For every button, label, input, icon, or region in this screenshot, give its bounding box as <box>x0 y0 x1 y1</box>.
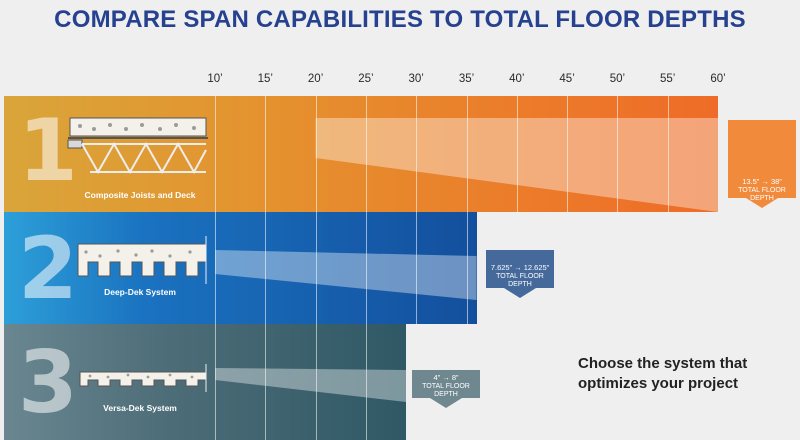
system-2-depth-range: 7.625” → 12.625” <box>490 263 550 272</box>
x-tick-label: 50’ <box>609 73 626 85</box>
system-2-depth-wedge <box>215 250 477 300</box>
x-tick-label: 45’ <box>559 73 575 85</box>
system-1-depth-callout: 13.5” → 38” TOTAL FLOOR DEPTH <box>728 177 796 203</box>
gridline <box>416 96 418 324</box>
gridline <box>466 96 468 324</box>
gridline <box>667 96 669 212</box>
system-1-number: 1 <box>18 101 78 201</box>
system-3-depth-label-1: TOTAL FLOOR <box>422 382 470 390</box>
x-tick-label: 60’ <box>710 73 726 85</box>
gridline <box>215 96 216 440</box>
system-3-depth-wedge <box>215 368 407 402</box>
gridline <box>516 96 518 212</box>
system-2-depth-callout: 7.625” → 12.625” TOTAL FLOOR DEPTH <box>486 263 554 289</box>
system-1-depth-range: 13.5” → 38” <box>742 177 782 186</box>
system-2-label: Deep-Dek System <box>104 287 176 297</box>
system-3-number: 3 <box>18 333 78 433</box>
gridline <box>315 96 317 440</box>
gridline <box>617 96 619 212</box>
system-3-depth-label-2: DEPTH <box>434 390 458 398</box>
cta-line-1: Choose the system that <box>578 355 748 372</box>
system-1-depth-label-2: DEPTH <box>750 194 774 202</box>
x-tick-label: 55’ <box>660 73 676 85</box>
x-tick-label: 25’ <box>358 73 374 85</box>
system-2-depth-label-2: DEPTH <box>508 280 532 288</box>
system-1-depth-wedge <box>315 118 718 212</box>
x-tick-label: 35’ <box>458 73 475 85</box>
gridline <box>365 96 367 440</box>
x-tick-label: 20’ <box>307 73 324 85</box>
x-tick-label: 30’ <box>408 73 424 85</box>
x-tick-label: 10’ <box>207 73 223 85</box>
gridline <box>567 96 569 212</box>
cta-line-2: optimizes your project <box>578 375 739 393</box>
x-tick-label: 15’ <box>257 73 273 85</box>
system-2-number: 2 <box>18 219 78 319</box>
system-3-label: Versa-Dek System <box>103 403 177 413</box>
system-1-label: Composite Joists and Deck <box>84 190 196 200</box>
system-3-depth-range: 4” → 8” <box>433 373 459 382</box>
page-title: COMPARE SPAN CAPABILITIES TO TOTAL FLOOR… <box>54 6 746 33</box>
call-to-action: Choose the system that optimizes your pr… <box>578 354 747 395</box>
system-3-depth-callout: 4” → 8” TOTAL FLOOR DEPTH <box>412 373 480 399</box>
system-1-depth-label-1: TOTAL FLOOR <box>738 186 786 194</box>
system-2-depth-label-1: TOTAL FLOOR <box>496 272 544 280</box>
gridline <box>265 96 267 440</box>
x-tick-label: 40’ <box>509 73 525 85</box>
